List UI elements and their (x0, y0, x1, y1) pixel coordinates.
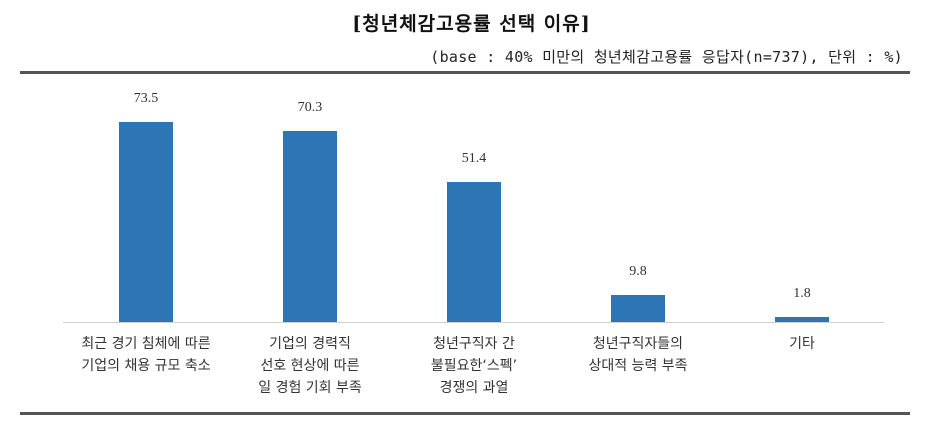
category-label-line: 경쟁의 과열 (439, 380, 509, 396)
bar-1 (119, 122, 173, 322)
chart-subtitle: (base : 40% 미만의 청년체감고용률 응답자(n=737), 단위 :… (430, 48, 903, 66)
category-label-line: 최근 경기 침체에 따른 (81, 336, 211, 352)
bar-3 (447, 182, 501, 322)
category-label-line: 기타 (789, 336, 815, 352)
category-label-line: 상대적 능력 부족 (588, 358, 688, 374)
bar-5 (775, 317, 829, 322)
value-label-3: 51.4 (461, 151, 487, 166)
category-label-line: 기업의 경력직 (269, 336, 351, 352)
category-label-line: 청년구직자들의 (592, 336, 684, 352)
category-label-5: 기타 (720, 333, 884, 355)
value-label-4: 9.8 (629, 264, 647, 279)
value-label-5: 1.8 (793, 286, 811, 301)
bar-4 (611, 295, 665, 322)
chart-title: [청년체감고용률 선택 이유] (352, 13, 591, 35)
bottom-divider (20, 412, 910, 415)
category-label-line: 불필요한‘스펙’ (430, 358, 518, 374)
value-label-2: 70.3 (297, 100, 323, 115)
category-label-line: 청년구직자 간 (433, 336, 515, 352)
x-axis-line (63, 322, 884, 323)
category-label-line: 일 경험 기회 부족 (258, 380, 362, 396)
top-divider (20, 71, 910, 74)
category-label-line: 선호 현상에 따른 (260, 358, 360, 374)
category-label-line: 기업의 채용 규모 축소 (81, 358, 211, 374)
bar-2 (283, 131, 337, 322)
value-label-1: 73.5 (133, 91, 159, 106)
